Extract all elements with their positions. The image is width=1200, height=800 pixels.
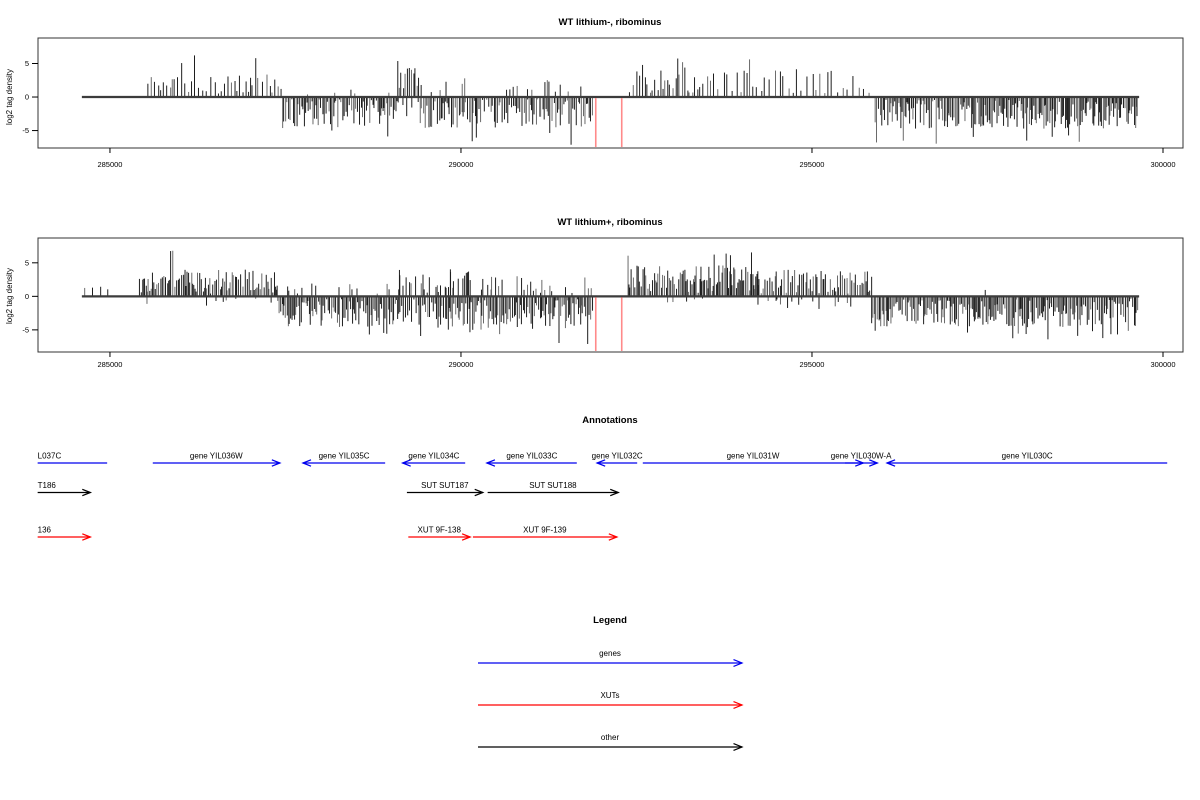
annotation-arrow-xuts: XUT 9F-138: [408, 526, 472, 541]
arrowhead-right-icon: [869, 459, 880, 467]
y-tick-label: 0: [25, 93, 29, 102]
annotation-arrow-xuts: XUT 9F-139: [472, 526, 619, 541]
annotation-arrow-other: SUT SUT188: [487, 481, 620, 497]
annotation-label: gene YIL032C: [592, 452, 643, 461]
arrowhead-right-icon: [82, 488, 93, 497]
legend-entries: genes XUTs other: [478, 649, 744, 751]
annotations-tracks: L037C gene YIL036W gene YIL035C gene YIL034…: [37, 452, 1168, 541]
y-tick-label: 0: [25, 292, 29, 301]
arrowhead-left-icon: [301, 459, 312, 467]
annotation-arrow-other: T186: [37, 481, 93, 497]
x-tick-label: 300000: [1150, 160, 1175, 169]
annotations-title: Annotations: [582, 415, 637, 426]
arrowhead-right-icon: [82, 533, 93, 541]
arrowhead-left-icon: [885, 459, 896, 467]
x-tick-label: 295000: [799, 360, 824, 369]
legend-genes-arrowhead-icon: [733, 659, 744, 667]
panel2-title: WT lithium+, ribominus: [557, 217, 662, 228]
annotation-label: gene YIL034C: [408, 452, 459, 461]
panel2-y-axis-label: log2 tag density: [5, 268, 14, 324]
x-tick-label: 290000: [448, 360, 473, 369]
arrowhead-right-icon: [608, 533, 619, 541]
annotation-label: gene YIL030W-A: [831, 452, 892, 461]
annotation-label: gene YIL031W: [727, 452, 780, 461]
annotation-label: 136: [38, 526, 52, 535]
annotation-arrow-genes: gene YIL035C: [301, 452, 386, 467]
y-tick-label: 5: [25, 59, 29, 68]
annotation-label: gene YIL035C: [319, 452, 370, 461]
x-tick-label: 290000: [448, 160, 473, 169]
legend-genes-label: genes: [599, 649, 621, 658]
annotation-arrow-genes: gene YIL030W-A: [831, 452, 892, 467]
x-tick-label: 285000: [97, 360, 122, 369]
annotation-arrow-genes: gene YIL032C: [592, 452, 643, 467]
annotation-label: SUT SUT187: [421, 481, 469, 490]
arrowhead-right-icon: [461, 533, 472, 541]
annotation-label: gene YIL033C: [506, 452, 557, 461]
y-tick-label: -5: [22, 325, 29, 334]
panel1-y-axis-label: log2 tag density: [5, 69, 14, 125]
panel1-title: WT lithium-, ribominus: [559, 17, 662, 28]
legend-other-label: other: [601, 733, 620, 742]
arrowhead-right-icon: [609, 488, 620, 497]
legend-entry-other: other: [478, 733, 744, 751]
y-tick-label: -5: [22, 126, 29, 135]
legend-xuts-arrowhead-icon: [733, 701, 744, 709]
annotation-label: XUT 9F-139: [523, 526, 567, 535]
annotation-arrow-genes: gene YIL030C: [885, 452, 1168, 467]
arrowhead-right-icon: [474, 488, 485, 497]
panel2-density-plot: 5 0 -5 285000 290000 295000 300000: [22, 237, 1184, 369]
plot-box: [37, 37, 1184, 149]
annotation-label: T186: [38, 481, 57, 490]
annotation-label: XUT 9F-138: [417, 526, 461, 535]
legend-xuts-label: XUTs: [600, 691, 619, 700]
arrowhead-left-icon: [595, 459, 606, 467]
annotation-label: L037C: [38, 452, 62, 461]
panel1-density-plot: 5 0 -5 285000 290000 295000 300000: [22, 37, 1184, 169]
annotation-arrow-other: SUT SUT187: [406, 481, 485, 497]
legend-entry-genes: genes: [478, 649, 744, 667]
x-tick-label: 285000: [97, 160, 122, 169]
plot-box: [37, 237, 1184, 353]
annotation-arrow-xuts: 136: [37, 526, 93, 541]
annotation-arrow-genes: gene YIL034C: [400, 452, 466, 467]
legend-title: Legend: [593, 615, 627, 626]
arrowhead-left-icon: [400, 459, 411, 467]
annotation-label: gene YIL036W: [190, 452, 243, 461]
y-tick-label: 5: [25, 258, 29, 267]
x-tick-label: 300000: [1150, 360, 1175, 369]
annotation-arrow-genes: gene YIL033C: [485, 452, 577, 467]
arrowhead-right-icon: [271, 459, 282, 467]
annotation-arrow-genes: gene YIL036W: [152, 452, 282, 467]
legend-entry-xuts: XUTs: [478, 691, 744, 709]
annotation-arrow-genes: L037C: [37, 452, 108, 464]
annotation-label: SUT SUT188: [529, 481, 577, 490]
arrowhead-left-icon: [485, 459, 496, 467]
legend-other-arrowhead-icon: [733, 743, 744, 751]
x-tick-label: 295000: [799, 160, 824, 169]
annotation-label: gene YIL030C: [1002, 452, 1053, 461]
